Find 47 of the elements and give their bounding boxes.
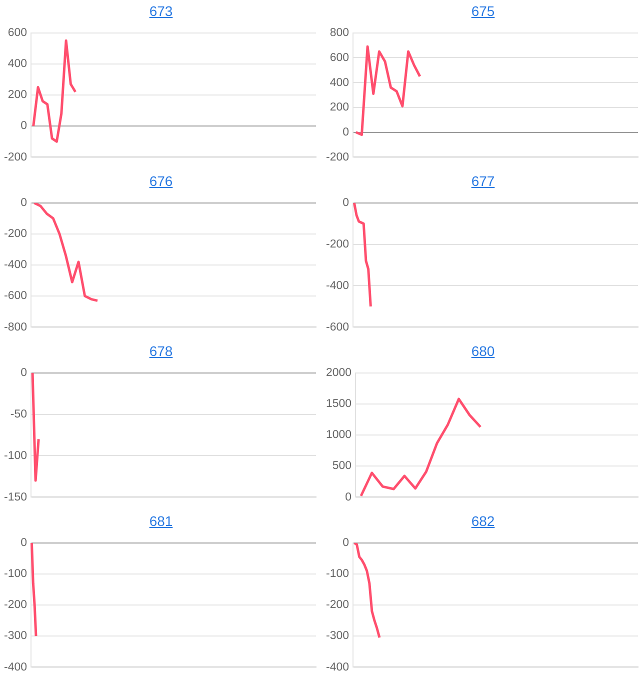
y-tick-label: -100 <box>4 568 28 580</box>
y-tick-label: -300 <box>4 630 28 642</box>
chart-title: 678 <box>149 343 173 359</box>
y-tick-label: 600 <box>8 27 28 40</box>
y-tick-label: 800 <box>330 27 350 40</box>
y-tick-label: -400 <box>326 280 350 292</box>
y-tick-label: -200 <box>4 151 28 164</box>
y-tick-label: -200 <box>4 599 28 612</box>
y-tick-label: 0 <box>20 120 28 132</box>
y-tick-label: -600 <box>326 321 350 334</box>
chart-title: 677 <box>471 173 495 189</box>
y-tick-label: 0 <box>342 197 350 210</box>
y-tick-label: -200 <box>326 238 350 250</box>
y-tick-label: 0 <box>342 126 350 138</box>
y-tick-label: -150 <box>4 491 28 504</box>
y-tick-label: -200 <box>326 599 350 612</box>
y-tick-label: -100 <box>326 568 350 580</box>
y-tick-label: 0 <box>345 491 352 504</box>
chart-title: 680 <box>471 343 495 359</box>
y-tick-label: 200 <box>8 89 28 102</box>
y-tick-label: -200 <box>326 151 350 164</box>
y-tick-label: -400 <box>4 259 28 272</box>
y-tick-label: 1500 <box>326 398 352 410</box>
y-tick-label: -600 <box>4 290 28 302</box>
chart-title: 673 <box>149 3 173 19</box>
y-tick-label: 0 <box>342 537 350 550</box>
y-tick-label: 2000 <box>326 367 352 380</box>
y-tick-label: 0 <box>20 367 28 380</box>
chart-title: 681 <box>149 513 173 529</box>
y-tick-label: 600 <box>330 52 350 64</box>
y-tick-label: 200 <box>330 102 350 114</box>
y-tick-label: 400 <box>8 58 28 70</box>
y-tick-label: 500 <box>332 460 352 472</box>
y-tick-label: -100 <box>4 450 28 462</box>
y-tick-label: -400 <box>326 661 350 674</box>
y-tick-label: -300 <box>326 630 350 642</box>
y-tick-label: -50 <box>10 408 28 420</box>
y-tick-label: 400 <box>330 76 350 89</box>
chart-title: 676 <box>149 173 173 189</box>
y-tick-label: -800 <box>4 321 28 334</box>
y-tick-label: 0 <box>20 537 28 550</box>
y-tick-label: 0 <box>20 197 28 210</box>
chart-title: 675 <box>471 3 495 19</box>
y-tick-label: 1000 <box>326 429 352 442</box>
y-tick-label: -400 <box>4 661 28 674</box>
y-tick-label: -200 <box>4 228 28 240</box>
chart-title: 682 <box>471 513 495 529</box>
